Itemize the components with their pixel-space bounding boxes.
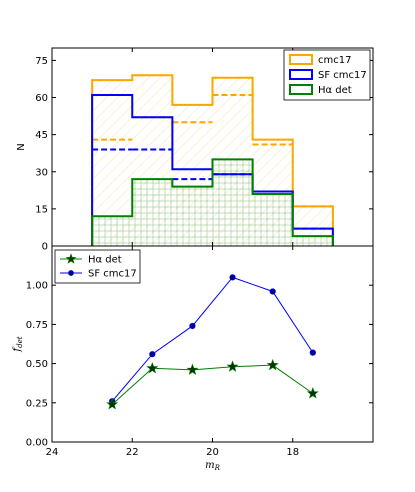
- hatch-bin-2-2: [172, 186, 213, 246]
- fraction-y-tick-label: 0.25: [26, 398, 48, 409]
- fraction-x-tick-label: 18: [286, 447, 299, 458]
- fraction-lines: [106, 274, 319, 410]
- histogram-y-ticks: 0 15 30 45 60 75: [35, 56, 373, 253]
- fraction-y-tick-label: 1.00: [26, 281, 48, 292]
- hatch-bin-2-5: [292, 236, 333, 246]
- histogram-y-tick-label: 0: [42, 242, 48, 253]
- fraction-point-circle: [149, 351, 156, 358]
- histogram-y-tick-label: 45: [35, 130, 48, 141]
- histogram-y-tick-label: 30: [35, 167, 48, 178]
- fraction-point-star: [306, 387, 319, 399]
- fraction-point-star: [186, 363, 199, 376]
- fraction-y-tick-label: 0.50: [26, 359, 48, 370]
- histogram-legend-swatch: [289, 84, 313, 95]
- histogram-y-axis-label: N: [16, 143, 27, 150]
- fraction-x-tick-label: 22: [126, 447, 139, 458]
- fraction-x-tick-label: 20: [206, 447, 219, 458]
- fraction-legend-label: SF cmc17: [88, 269, 137, 280]
- fraction-point-circle: [229, 274, 236, 281]
- histogram-legend-swatch: [289, 54, 313, 65]
- fraction-legend-star: [65, 253, 77, 264]
- fraction-point-circle: [309, 349, 316, 356]
- fraction-y-tick-label: 0.00: [26, 438, 48, 449]
- fraction-panel: 0.00 0.25 0.50 0.75 1.00 24 22 20 18 fdet mR Hα…: [12, 245, 374, 472]
- histogram-panel: 0 15 30 45 60 75 N cmc17 SF cmc17 Hα det: [16, 47, 374, 253]
- hatch-bin-2-0: [92, 216, 133, 246]
- fraction-y-ticks: 0.00 0.25 0.50 0.75 1.00: [26, 281, 373, 449]
- histogram-legend-label: cmc17: [318, 55, 351, 66]
- fraction-point-circle: [189, 322, 196, 330]
- fraction-point-star: [146, 361, 159, 374]
- histogram-legend-label: Hα det: [318, 85, 352, 96]
- fraction-legend-label: Hα det: [88, 255, 122, 266]
- fraction-legend: Hα det SF cmc17: [54, 249, 141, 284]
- fraction-x-axis-label: mR: [205, 460, 220, 472]
- fraction-x-ticks: 24 22 20 18: [46, 246, 299, 458]
- hatch-bin-2-4: [252, 194, 293, 246]
- histogram-legend-box: [283, 49, 371, 101]
- fraction-y-tick-label: 0.75: [26, 320, 48, 331]
- histogram-legend-swatch: [289, 69, 313, 80]
- fraction-legend-circle: [68, 270, 74, 276]
- fraction-point-circle: [269, 288, 276, 295]
- hatch-fills: [92, 75, 333, 246]
- histogram-y-tick-label: 60: [35, 93, 48, 104]
- fraction-point-star: [226, 360, 239, 372]
- histogram-legend-label: SF cmc17: [318, 70, 367, 81]
- histogram-step-series-2: [91, 158, 334, 246]
- histogram-y-tick-label: 15: [35, 204, 48, 215]
- hatch-bin-2-3: [212, 159, 253, 246]
- fraction-x-tick-label: 24: [46, 447, 59, 458]
- fraction-point-star: [106, 398, 119, 410]
- fraction-y-axis-label: fdet: [12, 336, 24, 352]
- fraction-point-star: [266, 358, 279, 371]
- fraction-legend-box: [54, 249, 141, 284]
- histogram-steps: [91, 74, 334, 246]
- fraction-line-series-0: [111, 364, 314, 405]
- histogram-y-tick-label: 75: [35, 56, 48, 67]
- hatch-bin-2-1: [132, 179, 173, 246]
- histogram-legend: cmc17 SF cmc17 Hα det: [283, 49, 371, 101]
- fraction-line-series-1: [111, 276, 314, 402]
